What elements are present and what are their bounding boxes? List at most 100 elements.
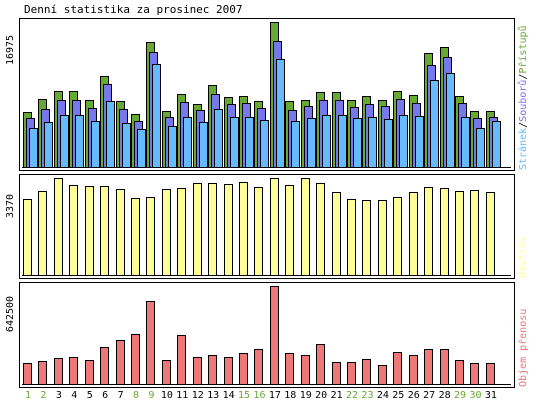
bar-requests-pages-day-6: [106, 101, 115, 168]
bar-requests-pages-day-25: [399, 115, 408, 168]
bar-volume-volume-day-2: [38, 361, 47, 385]
x-tick-label-day-14: 14: [223, 390, 235, 401]
bar-visits-visits-day-30: [470, 190, 479, 276]
bar-visits-visits-day-24: [378, 200, 387, 276]
bar-volume-volume-day-6: [100, 347, 109, 385]
x-tick-label-day-1: 1: [25, 390, 31, 401]
legend-entry-volume: Objem přenosu: [517, 309, 529, 387]
x-tick-label-day-13: 13: [207, 390, 219, 401]
bar-requests-pages-day-29: [461, 117, 470, 168]
legend-separator: /: [518, 74, 529, 80]
bar-volume-volume-day-27: [424, 349, 433, 385]
bar-visits-visits-day-15: [239, 182, 248, 276]
legend-visits: Návštěv: [517, 236, 529, 278]
bar-volume-volume-day-5: [85, 360, 94, 385]
bar-volume-volume-day-14: [224, 357, 233, 385]
x-tick-label-day-19: 19: [300, 390, 312, 401]
bar-visits-visits-day-27: [424, 187, 433, 276]
bar-requests-pages-day-16: [260, 120, 269, 168]
x-tick-label-day-6: 6: [102, 390, 108, 401]
x-tick-label-day-22: 22: [346, 390, 358, 401]
x-tick-label-day-29: 29: [454, 390, 466, 401]
x-tick-label-day-20: 20: [315, 390, 327, 401]
bar-volume-volume-day-3: [54, 358, 63, 385]
x-tick-label-day-12: 12: [192, 390, 204, 401]
bar-visits-visits-day-16: [254, 187, 263, 276]
x-tick-label-day-3: 3: [56, 390, 62, 401]
x-tick-label-day-25: 25: [392, 390, 404, 401]
x-tick-label-day-27: 27: [423, 390, 435, 401]
bar-requests-pages-day-18: [291, 121, 300, 168]
legend-entry-pages: Stránek: [517, 128, 529, 170]
x-tick-label-day-31: 31: [485, 390, 497, 401]
bar-visits-visits-day-12: [193, 183, 202, 276]
x-tick-label-day-4: 4: [71, 390, 77, 401]
bar-requests-pages-day-21: [338, 115, 347, 168]
bar-volume-volume-day-18: [285, 353, 294, 385]
x-tick-label-day-15: 15: [238, 390, 250, 401]
bar-requests-pages-day-13: [214, 109, 223, 168]
bar-visits-visits-day-25: [393, 197, 402, 276]
bar-volume-volume-day-8: [131, 334, 140, 385]
bar-requests-pages-day-7: [122, 123, 131, 168]
bar-visits-visits-day-14: [224, 184, 233, 276]
bar-volume-volume-day-11: [177, 335, 186, 385]
legend-volume: Objem přenosu: [517, 309, 529, 387]
x-tick-label-day-16: 16: [253, 390, 265, 401]
y-max-label-volume: 642500: [5, 296, 16, 332]
bar-requests-pages-day-20: [322, 115, 331, 168]
bar-volume-volume-day-26: [409, 355, 418, 385]
bar-visits-visits-day-2: [38, 191, 47, 276]
legend-separator: /: [518, 122, 529, 128]
bar-requests-pages-day-14: [230, 117, 239, 168]
bar-requests-pages-day-27: [430, 80, 439, 168]
bar-requests-pages-day-3: [60, 115, 69, 168]
bar-visits-visits-day-3: [54, 178, 63, 276]
bar-volume-volume-day-24: [378, 365, 387, 385]
bar-volume-volume-day-12: [193, 357, 202, 385]
x-tick-label-day-21: 21: [331, 390, 343, 401]
bar-volume-volume-day-19: [301, 355, 310, 385]
y-max-label-visits: 3370: [5, 194, 16, 218]
bar-visits-visits-day-10: [162, 189, 171, 276]
bar-visits-visits-day-19: [301, 178, 310, 276]
bar-visits-visits-day-28: [440, 188, 449, 276]
x-tick-label-day-11: 11: [176, 390, 188, 401]
bar-volume-volume-day-23: [362, 359, 371, 385]
x-tick-label-day-30: 30: [469, 390, 481, 401]
bar-volume-volume-day-4: [69, 357, 78, 385]
bar-requests-pages-day-4: [75, 115, 84, 168]
bar-visits-visits-day-22: [347, 199, 356, 276]
x-tick-label-day-8: 8: [133, 390, 139, 401]
bar-volume-volume-day-31: [486, 363, 495, 385]
bar-requests-pages-day-12: [199, 122, 208, 168]
bar-volume-volume-day-15: [239, 353, 248, 385]
bar-volume-volume-day-20: [316, 344, 325, 385]
bar-requests-pages-day-17: [276, 59, 285, 168]
bar-volume-volume-day-9: [146, 301, 155, 385]
bar-requests-pages-day-1: [29, 128, 38, 168]
chart-title: Denní statistika za prosinec 2007: [24, 3, 243, 16]
bar-requests-pages-day-31: [492, 121, 501, 168]
x-tick-label-day-2: 2: [40, 390, 46, 401]
bar-requests-pages-day-23: [368, 117, 377, 168]
x-tick-label-day-26: 26: [408, 390, 420, 401]
x-tick-label-day-23: 23: [361, 390, 373, 401]
bar-visits-visits-day-18: [285, 185, 294, 276]
bar-requests-pages-day-19: [307, 118, 316, 168]
x-tick-label-day-10: 10: [161, 390, 173, 401]
bar-visits-visits-day-23: [362, 200, 371, 276]
x-tick-label-day-18: 18: [284, 390, 296, 401]
bar-volume-volume-day-1: [23, 363, 32, 385]
bar-visits-visits-day-26: [409, 192, 418, 276]
bar-requests-pages-day-22: [353, 118, 362, 168]
bar-volume-volume-day-25: [393, 352, 402, 385]
x-tick-label-day-17: 17: [269, 390, 281, 401]
bar-requests-pages-day-28: [446, 73, 455, 168]
x-tick-label-day-7: 7: [118, 390, 124, 401]
bar-visits-visits-day-1: [23, 199, 32, 276]
bar-requests-pages-day-15: [245, 117, 254, 168]
bar-volume-volume-day-21: [332, 362, 341, 385]
